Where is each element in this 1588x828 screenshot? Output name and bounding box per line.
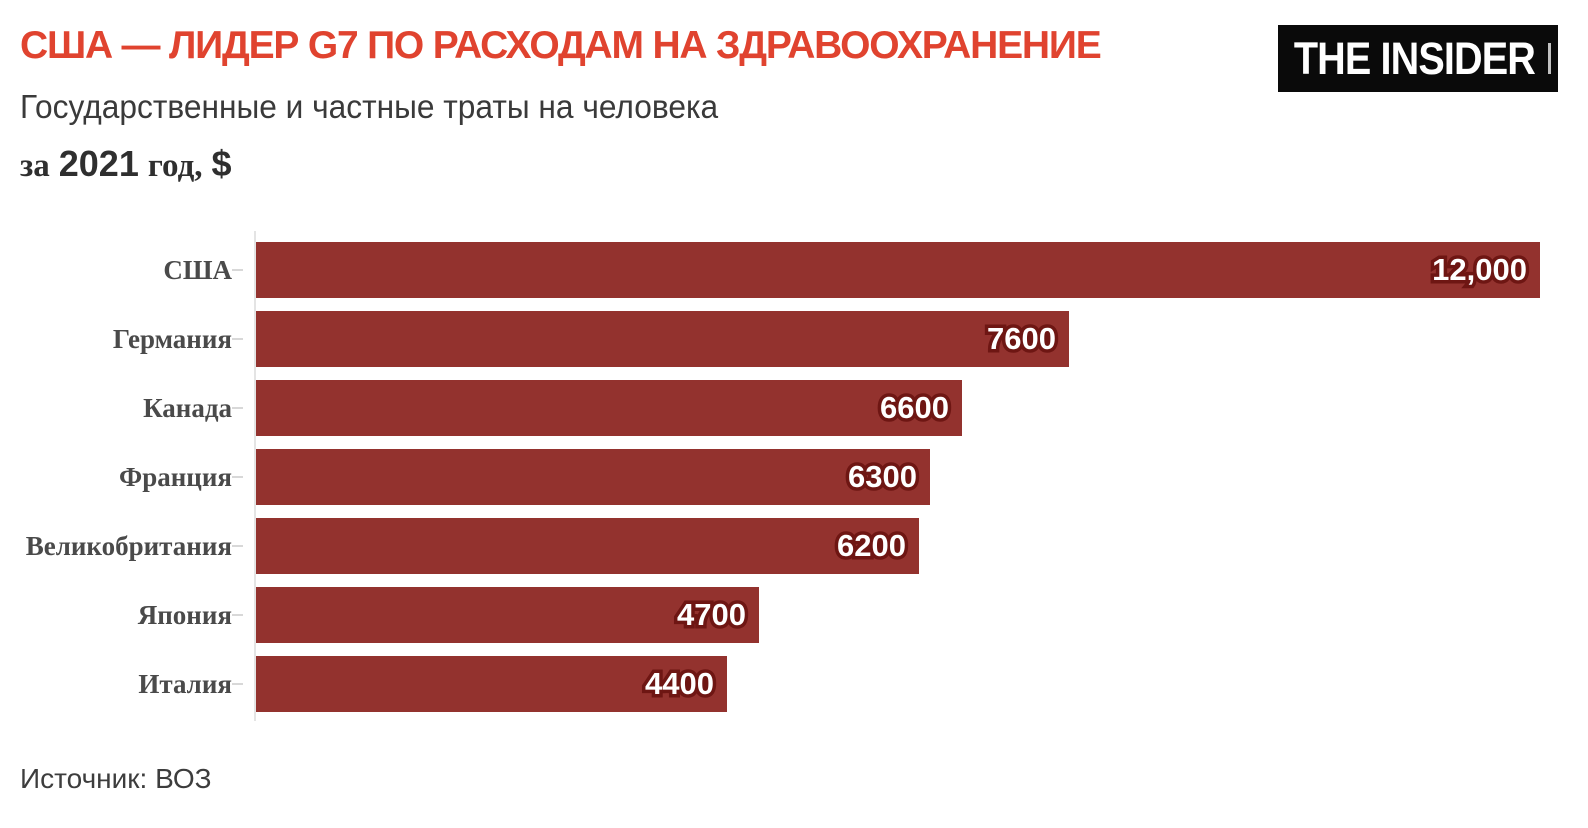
bar: 4400 <box>256 656 727 712</box>
chart-row: Италия 4400 <box>0 656 1588 712</box>
bar: 6300 <box>256 449 930 505</box>
category-label: Италия <box>138 668 232 699</box>
chart-subtitle: Государственные и частные траты на челов… <box>20 88 719 125</box>
value-label: 6200 <box>837 518 906 574</box>
tick-mark <box>232 683 243 685</box>
value-label: 4700 <box>677 587 746 643</box>
tick-mark <box>232 407 243 409</box>
logo-text: THE INSIDER <box>1293 32 1536 84</box>
value-label: 4400 <box>645 656 714 712</box>
tick-mark <box>232 614 243 616</box>
bar: 7600 <box>256 311 1069 367</box>
bar: 6200 <box>256 518 919 574</box>
category-label: Канада <box>143 392 232 423</box>
bar: 12,000 <box>256 242 1540 298</box>
period-word-god: год, <box>147 148 203 184</box>
tick-mark <box>232 269 243 271</box>
chart-row: Германия 7600 <box>0 311 1588 367</box>
tick-mark <box>232 476 243 478</box>
category-label: Великобритания <box>25 530 232 561</box>
source-note: Источник: ВОЗ <box>20 763 212 794</box>
tick-mark <box>232 545 243 547</box>
chart-row: Япония 4700 <box>0 587 1588 643</box>
category-label: Франция <box>119 461 232 492</box>
page-title: США — ЛИДЕР G7 ПО РАСХОДАМ НА ЗДРАВООХРА… <box>20 24 1102 67</box>
chart-row: Франция 6300 <box>0 449 1588 505</box>
tick-mark <box>232 338 243 340</box>
logo-cursor-bar <box>1548 43 1551 74</box>
period-word-za: за <box>20 148 50 184</box>
bar: 4700 <box>256 587 759 643</box>
category-label: США <box>163 254 232 285</box>
value-label: 6600 <box>880 380 949 436</box>
period-year: 2021 <box>58 143 139 184</box>
category-label: Япония <box>137 599 232 630</box>
bar-chart: США 12,000 Германия 7600 Канада 6600 Франция 63… <box>0 242 1588 712</box>
value-label: 6300 <box>848 449 917 505</box>
chart-period-note: за 2021 год, $ <box>20 143 232 185</box>
chart-row: Канада 6600 <box>0 380 1588 436</box>
period-currency: $ <box>211 143 232 184</box>
value-label: 7600 <box>987 311 1056 367</box>
value-label: 12,000 <box>1432 242 1527 298</box>
category-label: Германия <box>112 323 232 354</box>
chart-row: Великобритания 6200 <box>0 518 1588 574</box>
chart-row: США 12,000 <box>0 242 1588 298</box>
the-insider-logo: THE INSIDER <box>1278 25 1558 92</box>
y-axis-line <box>254 231 256 721</box>
bar: 6600 <box>256 380 962 436</box>
